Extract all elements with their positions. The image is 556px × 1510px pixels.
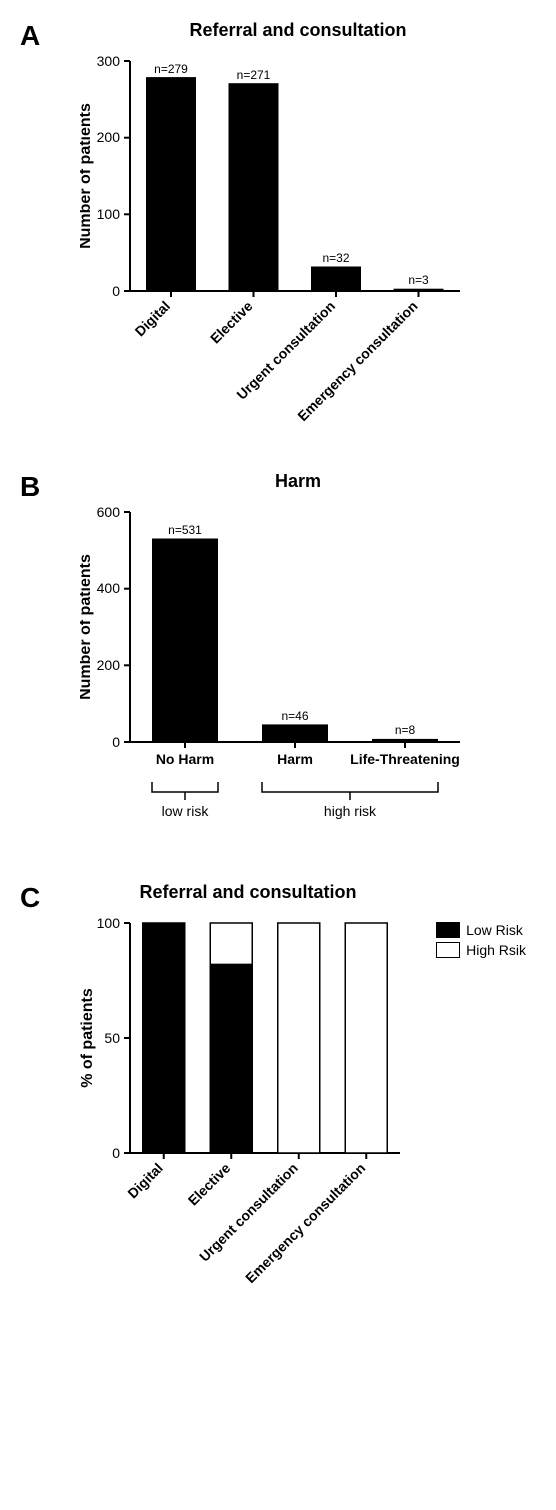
legend-swatch-high-risk: [436, 942, 460, 958]
svg-text:200: 200: [97, 657, 121, 673]
chart-a-svg: 0 100 200 300 Number of patients n=279 D…: [80, 51, 520, 431]
panel-c: C Referral and consultation 0 50 100 % o…: [20, 882, 536, 1313]
svg-text:n=279: n=279: [154, 62, 188, 76]
chart-b-brackets: low risk high risk: [152, 782, 438, 819]
chart-b-title: Harm: [60, 471, 536, 492]
svg-text:Digital: Digital: [124, 1160, 166, 1202]
chart-a-bars: n=279 Digital n=271 Elective n=32 Urgent…: [132, 62, 444, 424]
chart-b-bars: n=531 No Harm n=46 Harm n=8 Life-Threate…: [152, 523, 460, 767]
svg-text:300: 300: [97, 53, 121, 69]
svg-text:Digital: Digital: [132, 298, 174, 340]
svg-text:0: 0: [112, 734, 120, 750]
svg-text:Harm: Harm: [277, 751, 313, 767]
svg-text:Life-Threatening: Life-Threatening: [350, 751, 460, 767]
svg-text:Elective: Elective: [185, 1160, 234, 1209]
svg-text:n=3: n=3: [408, 273, 429, 287]
chart-b-svg: 0 200 400 600 Number of patients n=531 N…: [80, 502, 520, 842]
chart-a-ylabel: Number of patients: [80, 103, 94, 249]
chart-b-ylabel: Number of patients: [80, 554, 94, 700]
panel-letter-c: C: [20, 882, 40, 914]
legend-swatch-low-risk: [436, 922, 460, 938]
chart-b: 0 200 400 600 Number of patients n=531 N…: [80, 502, 536, 842]
chart-b-yticks: 0 200 400 600: [97, 504, 130, 750]
panel-b: B Harm 0 200 400 600 Number of patients: [20, 471, 536, 842]
chart-c: 0 50 100 % of patients Digital Elective: [80, 913, 536, 1313]
legend-item-high-risk: High Rsik: [436, 942, 526, 958]
svg-text:50: 50: [104, 1030, 120, 1046]
svg-text:n=531: n=531: [168, 523, 202, 537]
svg-text:Elective: Elective: [207, 298, 256, 347]
chart-c-bars: Digital Elective Urgent consultation Eme…: [124, 923, 387, 1286]
svg-text:No Harm: No Harm: [156, 751, 214, 767]
chart-c-ylabel: % of patients: [80, 988, 96, 1088]
svg-text:100: 100: [97, 915, 121, 931]
chart-c-legend: Low Risk High Rsik: [436, 922, 526, 962]
chart-c-title: Referral and consultation: [60, 882, 436, 903]
panel-letter-a: A: [20, 20, 40, 52]
legend-item-low-risk: Low Risk: [436, 922, 526, 938]
svg-text:high risk: high risk: [324, 803, 377, 819]
svg-text:200: 200: [97, 129, 121, 145]
panel-a: A Referral and consultation 0 100 200 30…: [20, 20, 536, 431]
svg-text:n=8: n=8: [395, 723, 416, 737]
chart-c-svg: 0 50 100 % of patients Digital Elective: [80, 913, 440, 1313]
svg-text:0: 0: [112, 1145, 120, 1161]
svg-text:0: 0: [112, 283, 120, 299]
legend-label-low-risk: Low Risk: [466, 922, 523, 938]
chart-c-yticks: 0 50 100: [97, 915, 130, 1161]
chart-a-yticks: 0 100 200 300: [97, 53, 130, 299]
chart-a-title: Referral and consultation: [60, 20, 536, 41]
svg-text:n=46: n=46: [281, 709, 308, 723]
svg-text:low risk: low risk: [162, 803, 210, 819]
svg-text:600: 600: [97, 504, 121, 520]
panel-letter-b: B: [20, 471, 40, 503]
svg-text:400: 400: [97, 580, 121, 596]
legend-label-high-risk: High Rsik: [466, 942, 526, 958]
svg-text:Emergency consultation: Emergency consultation: [242, 1160, 368, 1286]
svg-text:n=271: n=271: [237, 68, 271, 82]
chart-a: 0 100 200 300 Number of patients n=279 D…: [80, 51, 536, 431]
svg-text:n=32: n=32: [322, 251, 349, 265]
svg-text:100: 100: [97, 206, 121, 222]
